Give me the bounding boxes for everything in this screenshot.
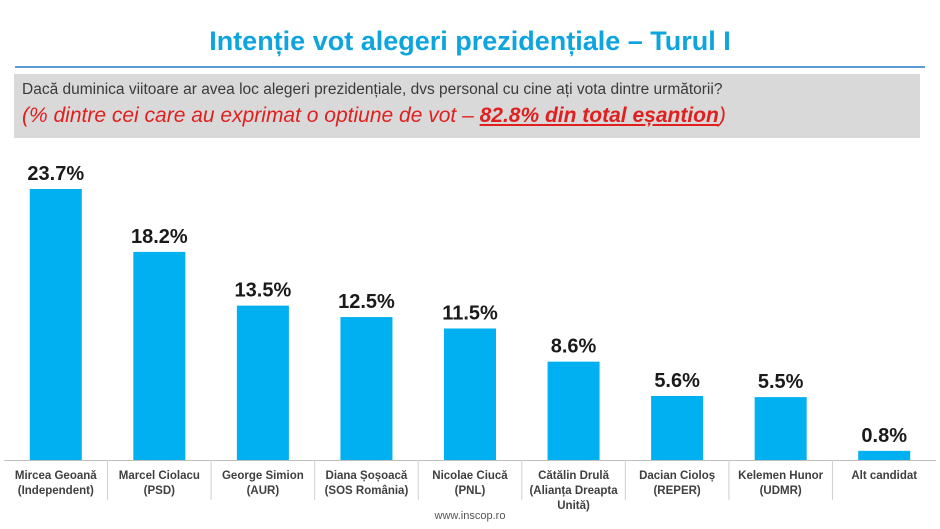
bar <box>858 450 911 460</box>
title-divider <box>15 66 925 68</box>
category-label: Cătălin Drulă (Alianța Dreapta Unită) <box>529 470 618 512</box>
bar <box>444 328 496 460</box>
sample-note: (% dintre cei care au exprimat o optiune… <box>22 104 726 128</box>
bar <box>340 317 393 460</box>
data-label: 5.6% <box>654 370 700 392</box>
bar <box>651 395 704 460</box>
sample-note-prefix: (% dintre cei care au exprimat o optiune… <box>22 104 480 127</box>
bar <box>547 361 600 460</box>
data-label: 11.5% <box>442 303 498 325</box>
category-label: George Simion (AUR) <box>222 470 304 497</box>
bar <box>754 397 807 460</box>
category-label: Kelemen Hunor (UDMR) <box>738 470 824 497</box>
sample-note-suffix: ) <box>718 104 726 127</box>
data-label: 13.5% <box>235 280 292 302</box>
footer-url: www.inscop.ro <box>434 510 506 522</box>
bar <box>29 189 82 460</box>
data-label: 18.2% <box>131 226 188 248</box>
chart-title: Intenție vot alegeri prezidențiale – Tur… <box>209 26 731 56</box>
category-label: Diana Șoșoacă (SOS România) <box>325 470 409 497</box>
category-label: Marcel Ciolacu (PSD) <box>119 470 200 497</box>
category-label: Alt candidat <box>851 470 917 482</box>
data-label: 23.7% <box>27 163 84 185</box>
data-label: 12.5% <box>338 291 395 313</box>
data-label: 8.6% <box>551 336 597 358</box>
category-label: Dacian Cioloș (REPER) <box>639 470 715 497</box>
bar <box>236 305 289 460</box>
survey-question: Dacă duminica viitoare ar avea loc alege… <box>22 81 723 98</box>
category-label: Nicolae Ciucă (PNL) <box>432 470 508 497</box>
bar <box>133 251 186 460</box>
data-label: 5.5% <box>758 371 804 393</box>
data-label: 0.8% <box>861 425 907 447</box>
sample-note-highlight: 82.8% din total eșantion <box>479 104 719 127</box>
question-box: Dacă duminica viitoare ar avea loc alege… <box>14 74 920 138</box>
category-label: Mircea Geoană (Independent) <box>15 470 97 497</box>
